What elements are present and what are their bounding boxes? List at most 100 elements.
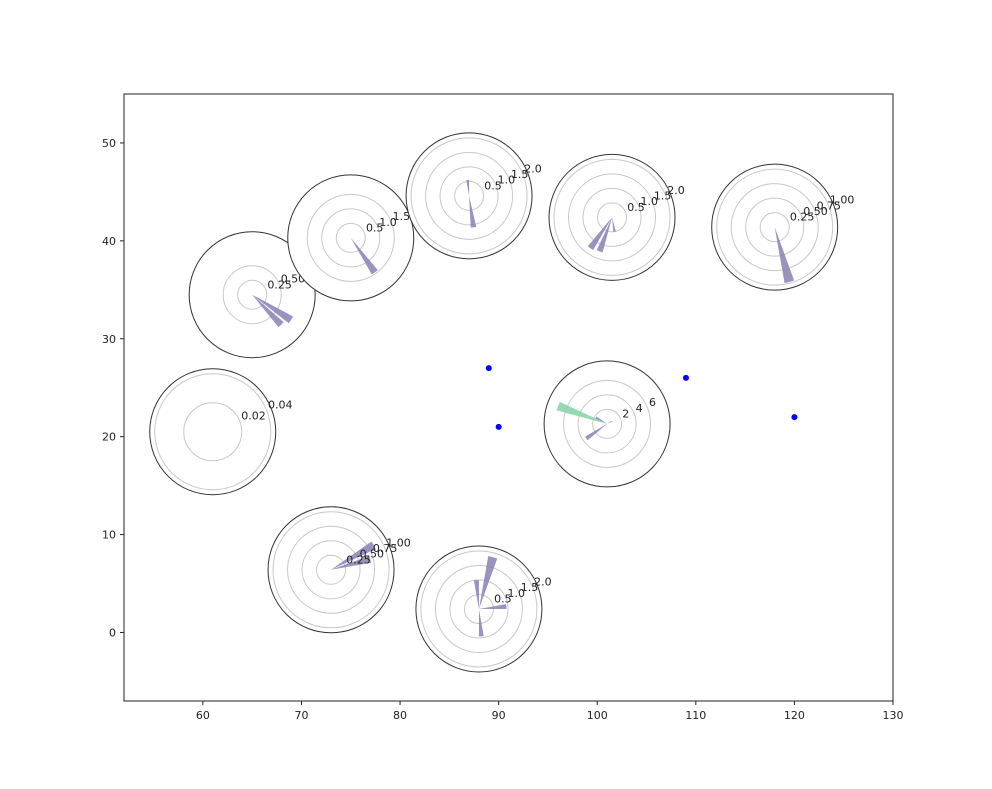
wind-rose-ring-label: 0.04 [268,398,293,411]
wind-rose-ring-label: 1.5 [654,190,672,203]
wind-rose-ring-label: 2 [622,407,629,420]
wind-rose: 0.250.50 [188,231,316,359]
wind-rose-outline [149,368,277,496]
wind-rose-petal [469,195,477,228]
wind-rose-ring-label: 0.25 [346,553,371,566]
wind-rose-ring-label: 4 [636,402,643,415]
scatter-point [682,374,689,381]
wind-rose-outline [711,163,839,291]
wind-rose-ring [730,183,819,272]
wind-rose-ring [420,550,538,668]
wind-rose-ring-label: 2.0 [524,162,542,175]
wind-rose-ring-label: 0.25 [790,211,815,224]
x-tick-label: 90 [492,709,506,722]
plot-frame [123,93,894,702]
wind-rose-petal [478,604,507,609]
wind-rose-ring-label: 1.0 [507,587,525,600]
y-tick-label: 0 [109,626,116,639]
wind-rose-ring-label: 1.5 [393,210,411,223]
wind-rose-ring-label: 1.0 [641,195,659,208]
scatter-points [485,365,798,430]
y-tick-label: 30 [102,333,116,346]
x-tick-label: 70 [294,709,308,722]
y-tick-label: 10 [102,529,116,542]
wind-rose-ring [154,373,272,491]
wind-rose-petal [473,579,479,609]
wind-rose-petal [774,227,795,284]
wind-rose-petal [587,217,613,251]
x-tick-label: 110 [685,709,706,722]
wind-rose-ring-label: 0.5 [494,593,512,606]
wind-rose-ring [321,208,381,268]
wind-rose-ring-label: 1.5 [521,581,539,594]
y-tick-label: 20 [102,431,116,444]
wind-rose: 0.51.01.52.0 [405,132,542,260]
wind-rose-petal [595,416,608,424]
wind-rose-ring-label: 0.50 [803,205,828,218]
wind-rose-ring [577,394,637,454]
wind-rose-petal [585,423,608,441]
wind-rose-ring [582,187,642,247]
wind-rose-petal [252,294,284,328]
wind-rose-ring [563,379,652,468]
wind-rose-ring [716,168,834,286]
wind-rose-ring-label: 0.5 [484,179,502,192]
wind-rose-petal [612,217,616,232]
wind-rose-ring [335,222,366,253]
wind-rose: 0.250.500.751.00 [267,506,411,634]
wind-rose-ring-label: 2.0 [667,184,685,197]
wind-rose-ring [301,540,361,600]
wind-rose-ring-label: 0.02 [241,410,266,423]
wind-rose-ring [272,511,390,629]
scatter-point [495,423,502,430]
wind-rose-petal [252,294,294,324]
wind-rose: 0.250.500.751.00 [711,163,855,291]
scatter-point [485,365,492,372]
wind-rose-ring-label: 0.50 [281,273,306,286]
wind-rose-ring [306,193,395,282]
wind-rose-outline [287,174,415,302]
wind-rose-petal [350,237,378,275]
x-tick-label: 60 [196,709,210,722]
wind-rose-petal [596,217,613,253]
wind-rose-ring-label: 0.5 [366,221,384,234]
wind-rose-ring [745,197,805,257]
wind-rose-ring [316,554,347,585]
wind-rose-ring [553,158,671,276]
x-tick-label: 130 [883,709,904,722]
wind-rose-petal [331,555,372,570]
wind-rose-petal [466,179,470,196]
wind-rose-ring-label: 1.0 [379,216,397,229]
wind-rose-petal [607,420,613,424]
x-tick-label: 120 [784,709,805,722]
y-tick-label: 40 [102,235,116,248]
wind-rose-petal [331,541,376,570]
wind-rose-ring [237,279,268,310]
wind-rose-ring-label: 0.75 [373,542,398,555]
wind-rose-ring-label: 0.50 [360,548,385,561]
wind-rose-ring-label: 6 [649,396,656,409]
wind-rose-ring [439,166,499,226]
x-tick-label: 80 [393,709,407,722]
wind-rose-ring [183,402,243,462]
wind-rose-ring-label: 1.5 [511,168,529,181]
wind-rose-ring-label: 1.00 [830,194,855,207]
wind-rose-ring [597,202,628,233]
wind-rose-ring [434,564,523,653]
wind-rose-ring-label: 0.75 [817,199,842,212]
wind-rose-ring [759,212,790,243]
wind-rose: 0.020.04 [149,368,293,496]
wind-rose-ring-label: 0.25 [267,278,292,291]
wind-rose: 0.51.01.52.0 [548,153,685,281]
wind-rose-ring-label: 1.00 [386,536,411,549]
wind-rose-petal [556,401,608,424]
wind-rose-petal [478,556,498,609]
wind-rose-petal [478,608,484,637]
scatter-point [791,414,798,421]
wind-rose: 0.51.01.52.0 [415,545,552,673]
wind-rose-ring [592,408,623,439]
y-tick-label: 50 [102,137,116,150]
wind-rose-ring [287,525,376,614]
